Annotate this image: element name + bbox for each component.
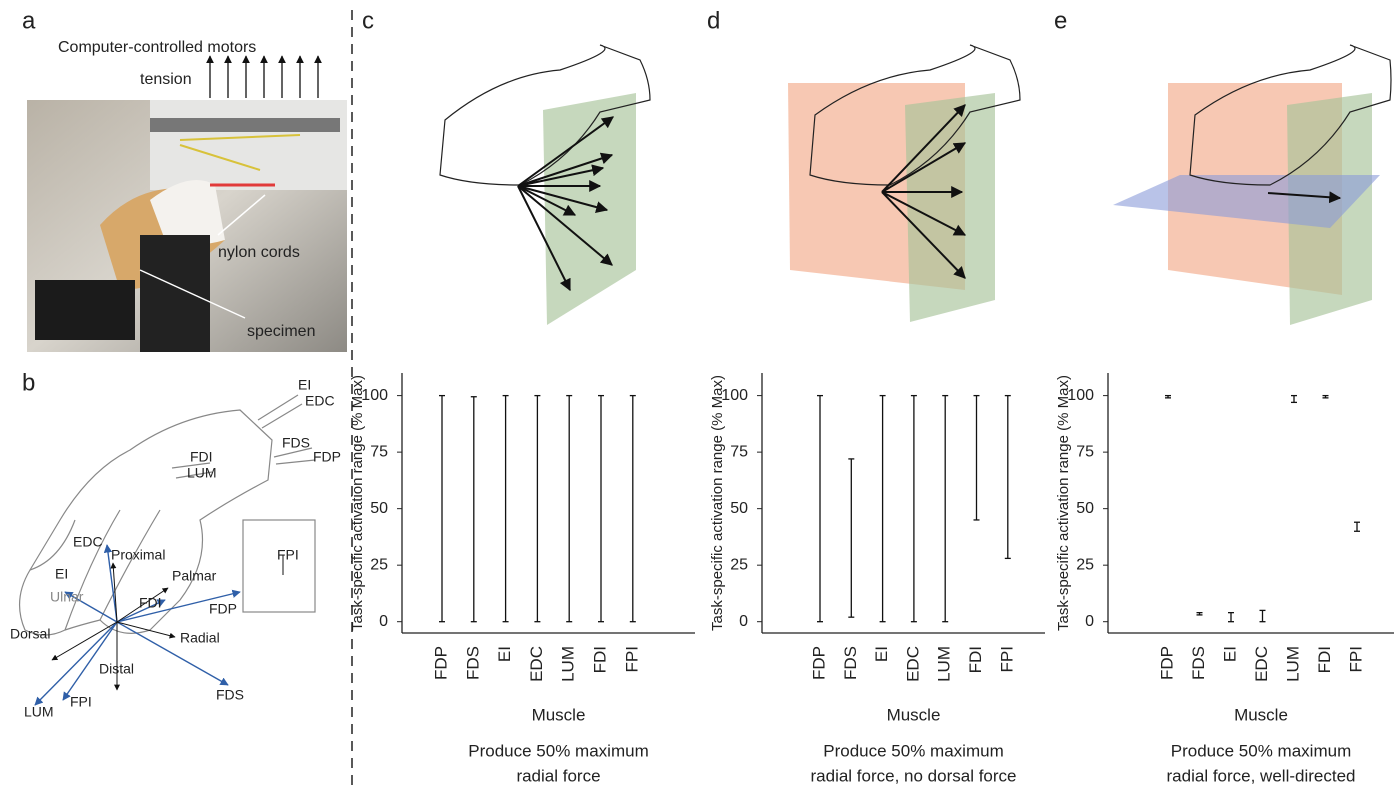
arrow — [117, 622, 175, 637]
x-tick-label: LUM — [935, 646, 954, 682]
y-tick-label: 25 — [370, 556, 388, 573]
caption: radial force — [516, 766, 600, 785]
y-tick-label: 25 — [1076, 556, 1094, 573]
y-tick-label: 25 — [730, 556, 748, 573]
figure: a b c d e Computer-controlled motors tension ny… — [0, 0, 1394, 786]
y-axis-label: Task-specific activation range (% Max) — [709, 375, 726, 631]
diagram-label: FDI — [139, 595, 162, 611]
x-axis-label: Muscle — [887, 705, 941, 724]
x-tick-label: LUM — [559, 646, 578, 682]
y-tick-label: 0 — [739, 613, 748, 630]
photo-label: nylon cords — [218, 244, 300, 261]
panel-label: a — [22, 7, 36, 34]
x-tick-label: EI — [495, 646, 514, 662]
diagram-label: FDP — [313, 449, 341, 465]
diagram-label: FPI — [70, 694, 92, 710]
diagram-label: Palmar — [172, 568, 217, 584]
diagram-label: Proximal — [111, 547, 165, 563]
x-tick-label: FDP — [431, 646, 450, 680]
tension-arrows — [210, 56, 318, 98]
diagram-label: FDS — [282, 435, 310, 451]
y-tick-label: 75 — [730, 443, 748, 460]
diagram-label: EI — [298, 377, 311, 393]
diagram-label: LUM — [24, 704, 54, 720]
x-tick-label: FDS — [1189, 646, 1208, 680]
panel-label: e — [1054, 7, 1067, 34]
x-tick-label: FDS — [841, 646, 860, 680]
diagram-label: EDC — [305, 393, 335, 409]
y-tick-label: 50 — [730, 500, 748, 517]
x-tick-label: FDP — [1157, 646, 1176, 680]
y-tick-label: 50 — [1076, 500, 1094, 517]
diagram-label: FPI — [277, 547, 299, 563]
diagram-label: FDP — [209, 601, 237, 617]
diagram-label: Distal — [99, 661, 134, 677]
photo-label: specimen — [247, 323, 315, 340]
x-tick-label: FPI — [622, 646, 641, 672]
y-axis-label: Task-specific activation range (% Max) — [349, 375, 366, 631]
x-tick-label: FDI — [590, 646, 609, 673]
x-tick-label: EDC — [527, 646, 546, 682]
x-tick-label: LUM — [1283, 646, 1302, 682]
photo-label: Computer-controlled motors — [58, 39, 256, 56]
panel-label: d — [707, 7, 720, 34]
y-tick-label: 50 — [370, 500, 388, 517]
x-axis-label: Muscle — [532, 705, 586, 724]
x-tick-label: FDS — [463, 646, 482, 680]
direction-arrows — [35, 545, 283, 705]
caption: Produce 50% maximum — [468, 741, 648, 760]
diagram-label: FDS — [216, 687, 244, 703]
x-tick-label: EI — [1220, 646, 1239, 662]
x-tick-label: FDI — [966, 646, 985, 673]
diagram-label: LUM — [187, 465, 217, 481]
x-tick-label: EDC — [1252, 646, 1271, 682]
diagram-label: FDI — [190, 449, 213, 465]
x-tick-label: FPI — [997, 646, 1016, 672]
y-tick-label: 0 — [1085, 613, 1094, 630]
diagram-label: EI — [55, 566, 68, 582]
caption: Produce 50% maximum — [1171, 741, 1351, 760]
caption: radial force, well-directed — [1167, 766, 1356, 785]
diagram-label: EDC — [73, 534, 103, 550]
x-tick-label: FPI — [1346, 646, 1365, 672]
y-tick-label: 75 — [1076, 443, 1094, 460]
x-tick-label: FDP — [809, 646, 828, 680]
y-axis-label: Task-specific activation range (% Max) — [1055, 375, 1072, 631]
y-tick-label: 0 — [379, 613, 388, 630]
caption: Produce 50% maximum — [823, 741, 1003, 760]
panel-label: c — [362, 7, 374, 34]
diagram-label: Radial — [180, 630, 220, 646]
diagram-label: Ulnar — [50, 589, 84, 605]
x-axis-label: Muscle — [1234, 705, 1288, 724]
panel-label: b — [22, 369, 35, 396]
x-tick-label: EDC — [903, 646, 922, 682]
x-tick-label: FDI — [1315, 646, 1334, 673]
y-tick-label: 75 — [370, 443, 388, 460]
photo-label: tension — [140, 71, 192, 88]
photo — [27, 100, 347, 352]
diagram-label: Dorsal — [10, 626, 50, 642]
caption: radial force, no dorsal force — [811, 766, 1017, 785]
x-tick-label: EI — [872, 646, 891, 662]
